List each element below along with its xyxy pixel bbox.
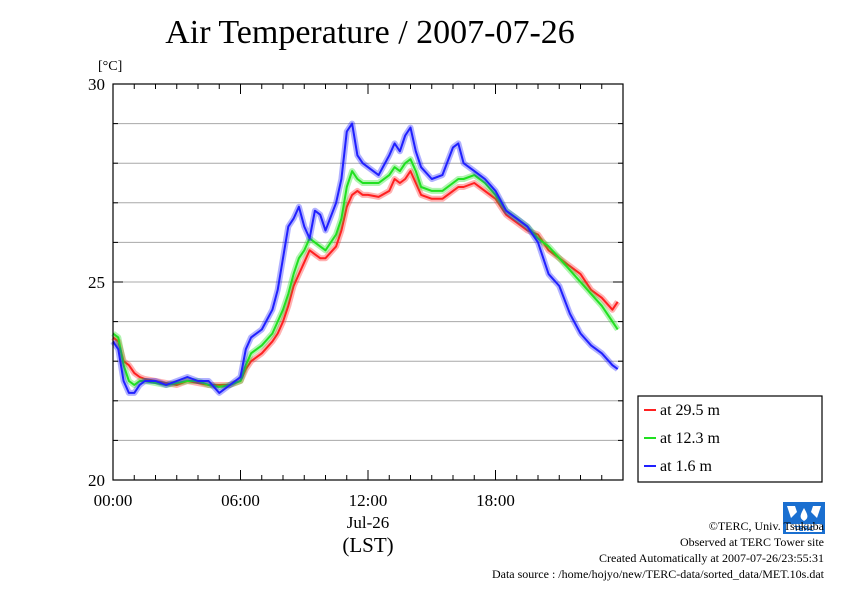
legend-label: at 29.5 m bbox=[660, 402, 721, 419]
x-tick-label: 06:00 bbox=[221, 491, 260, 510]
logo-text: TERC bbox=[794, 525, 814, 533]
copyright-text: ©TERC, Univ. Tsukuba bbox=[708, 519, 824, 533]
legend-label: at 12.3 m bbox=[660, 430, 721, 447]
x-tick-label: 12:00 bbox=[349, 491, 388, 510]
chart-title: Air Temperature / 2007-07-26 bbox=[165, 14, 575, 51]
x-tick-label: 00:00 bbox=[94, 491, 133, 510]
series-line bbox=[112, 170, 619, 386]
legend-label: at 1.6 m bbox=[660, 458, 713, 475]
series-lines bbox=[110, 120, 621, 396]
legend-box bbox=[637, 395, 823, 483]
y-tick-label: 20 bbox=[88, 471, 105, 490]
legend: at 29.5 m at 12.3 m at 1.6 m bbox=[637, 395, 823, 483]
y-tick-label: 25 bbox=[88, 273, 105, 292]
axis-ticks: 20 25 30 00:00 06:00 12:00 18:00 bbox=[88, 75, 624, 510]
x-tick-label: 18:00 bbox=[476, 491, 515, 510]
series-line bbox=[112, 122, 619, 394]
y-axis-unit: [°C] bbox=[98, 59, 122, 74]
observed-text: Observed at TERC Tower site bbox=[679, 535, 824, 549]
created-text: Created Automatically at 2007-07-26/23:5… bbox=[599, 551, 824, 565]
terc-logo: TERC bbox=[783, 502, 825, 534]
gridlines bbox=[113, 123, 623, 441]
x-axis-unit: (LST) bbox=[342, 533, 393, 557]
source-text: Data source : /home/hojyo/new/TERC-data/… bbox=[491, 567, 824, 581]
y-tick-label: 30 bbox=[88, 75, 105, 94]
credits-block: ©TERC, Univ. Tsukuba Observed at TERC To… bbox=[492, 518, 824, 582]
x-axis-label: Jul-26 bbox=[347, 513, 390, 532]
